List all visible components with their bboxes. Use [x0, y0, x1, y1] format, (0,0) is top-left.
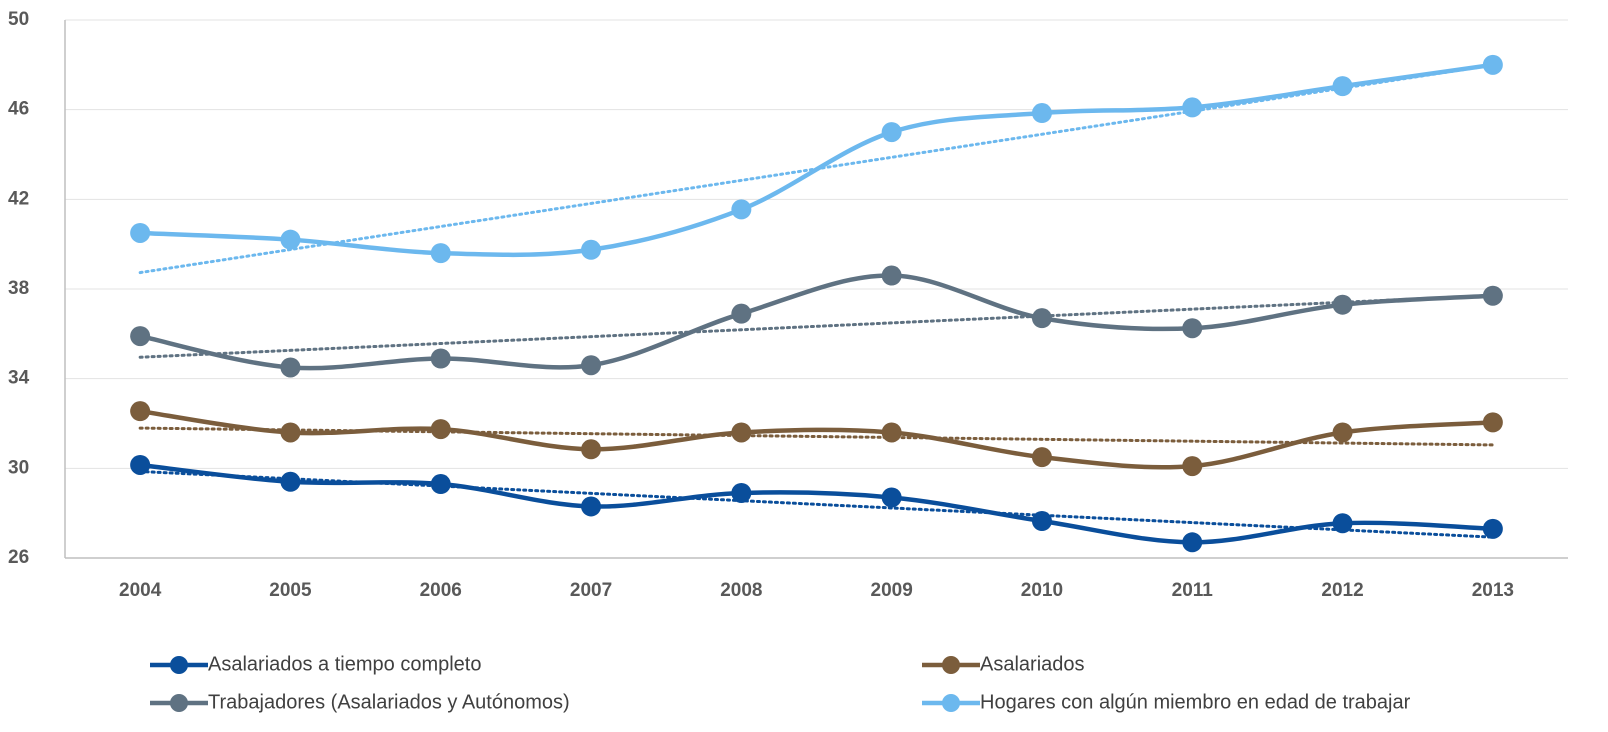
- point-marker: [130, 401, 151, 422]
- point-marker: [130, 326, 151, 347]
- legend-label: Asalariados a tiempo completo: [208, 653, 481, 675]
- point-marker: [430, 419, 451, 440]
- trend-line: [138, 293, 1495, 359]
- point-marker: [1482, 54, 1503, 75]
- legend-label: Asalariados: [980, 653, 1085, 675]
- point-marker: [1482, 518, 1503, 539]
- point-marker: [280, 471, 301, 492]
- point-marker: [130, 222, 151, 243]
- x-tick-label: 2004: [119, 580, 162, 601]
- point-marker: [1031, 447, 1052, 468]
- point-marker: [1182, 318, 1203, 339]
- point-marker: [1332, 294, 1353, 315]
- trend-line: [138, 469, 1495, 539]
- point-marker: [1182, 456, 1203, 477]
- point-marker: [430, 243, 451, 264]
- point-marker: [731, 199, 752, 220]
- point-marker: [881, 422, 902, 443]
- point-marker: [280, 422, 301, 443]
- x-tick-label: 2011: [1172, 580, 1214, 601]
- y-tick-label: 50: [8, 9, 29, 30]
- point-marker: [1182, 97, 1203, 118]
- point-marker: [1482, 412, 1503, 433]
- point-marker: [881, 487, 902, 508]
- point-marker: [881, 122, 902, 143]
- series-line: [139, 408, 1494, 470]
- legend-marker: [170, 656, 188, 674]
- x-tick-label: 2009: [871, 580, 913, 601]
- point-marker: [1031, 308, 1052, 329]
- point-marker: [581, 239, 602, 260]
- series-line: [140, 62, 1494, 258]
- y-tick-label: 30: [8, 457, 29, 478]
- point-marker: [1182, 532, 1203, 553]
- x-tick-label: 2008: [720, 580, 762, 601]
- point-marker: [581, 496, 602, 517]
- point-marker: [1332, 76, 1353, 97]
- x-tick-label: 2010: [1021, 580, 1063, 601]
- legend-label: Trabajadores (Asalariados y Autónomos): [208, 691, 570, 713]
- y-tick-label: 38: [8, 278, 29, 299]
- legend-marker: [170, 694, 188, 712]
- point-marker: [430, 348, 451, 369]
- y-tick-label: 26: [8, 547, 29, 568]
- point-marker: [1031, 103, 1052, 124]
- point-marker: [430, 474, 451, 495]
- x-tick-label: 2005: [269, 580, 312, 601]
- point-marker: [280, 357, 301, 378]
- y-tick-label: 34: [8, 368, 30, 389]
- point-marker: [1031, 511, 1052, 532]
- x-tick-label: 2007: [570, 580, 612, 601]
- point-marker: [581, 439, 602, 460]
- point-marker: [731, 482, 752, 503]
- point-marker: [1332, 513, 1353, 534]
- y-tick-label: 42: [8, 188, 29, 209]
- y-tick-label: 46: [8, 99, 29, 120]
- point-marker: [731, 422, 752, 443]
- point-marker: [731, 303, 752, 324]
- x-tick-label: 2013: [1472, 580, 1514, 601]
- series-line: [139, 273, 1493, 371]
- legend-marker: [942, 694, 960, 712]
- legend-marker: [942, 656, 960, 674]
- point-marker: [1482, 285, 1503, 306]
- point-marker: [881, 265, 902, 286]
- x-tick-label: 2012: [1321, 580, 1363, 601]
- x-tick-label: 2006: [420, 580, 462, 601]
- series-line: [139, 462, 1493, 545]
- point-marker: [1332, 422, 1353, 443]
- point-marker: [280, 229, 301, 250]
- legend-label: Hogares con algún miembro en edad de tra…: [980, 691, 1411, 713]
- point-marker: [581, 355, 602, 376]
- point-marker: [130, 454, 151, 475]
